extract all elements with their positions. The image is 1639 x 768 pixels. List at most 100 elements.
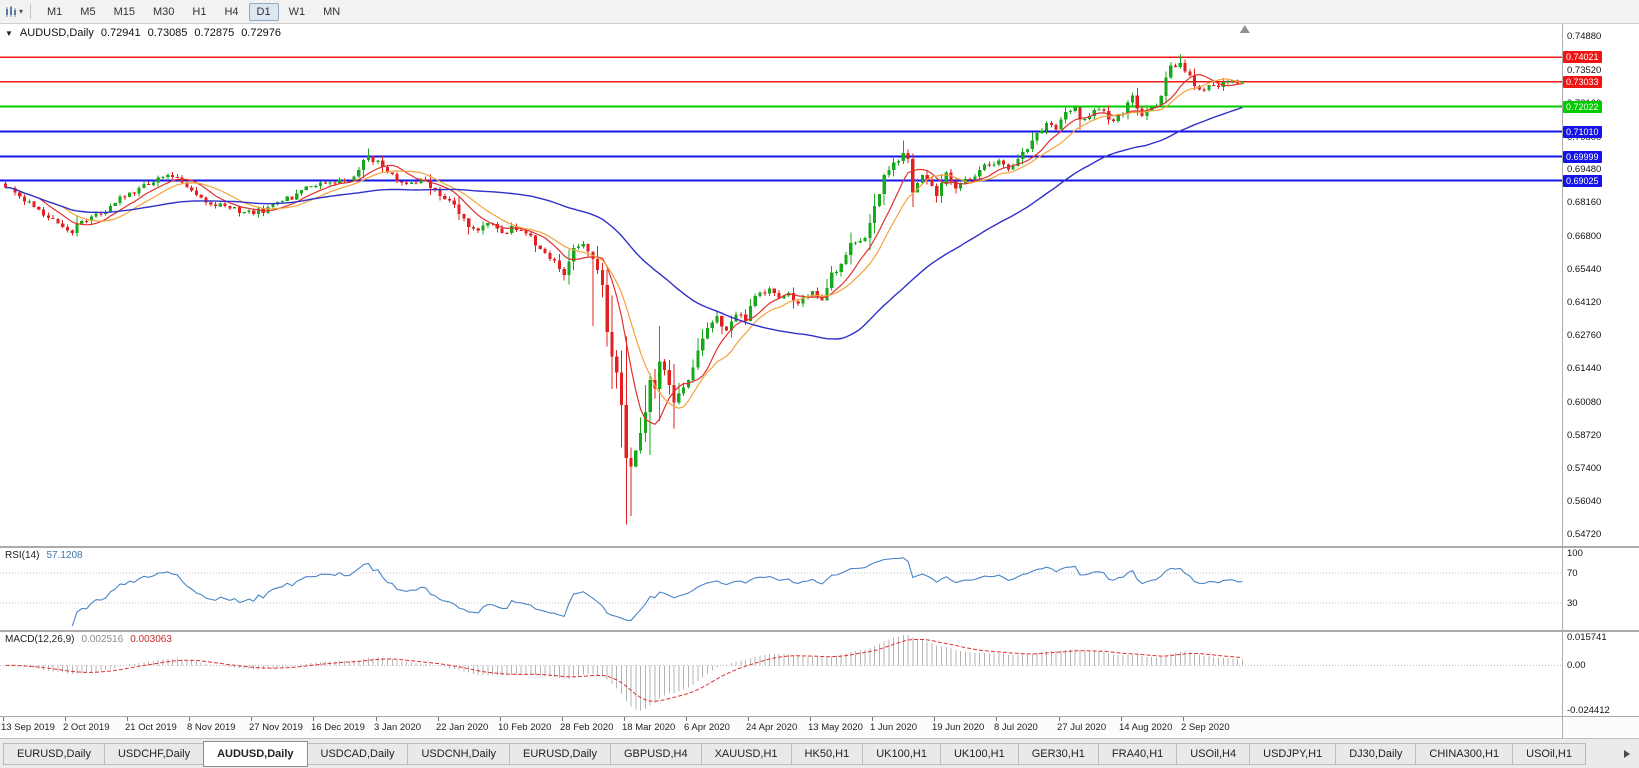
macd-panel: MACD(12,26,9) 0.002516 0.003063 0.015741 0.… [0,632,1639,716]
macd-canvas[interactable]: MACD(12,26,9) 0.002516 0.003063 [0,632,1562,716]
macd-axis[interactable]: 0.015741 0.00 -0.024412 [1562,632,1639,716]
chart-type-icon[interactable] [4,5,18,19]
time-axis-label: 13 Sep 2019 [1,722,55,733]
chart-tab[interactable]: CHINA300,H1 [1415,742,1514,765]
rsi-svg [0,557,1562,627]
time-tick [562,717,563,721]
time-axis-label: 14 Aug 2020 [1119,722,1173,733]
chart-header: ▼ AUDUSD,Daily 0.72941 0.73085 0.72875 0… [5,27,281,39]
time-tick [127,717,128,721]
rsi-title: RSI(14) [5,550,40,561]
chart-tab[interactable]: HK50,H1 [790,742,864,765]
panel-separator[interactable] [0,546,1639,548]
rsi-tick: 70 [1567,567,1578,579]
hline-price-label: 0.69025 [1563,174,1602,187]
timeframe-button-m15[interactable]: M15 [113,5,135,18]
price-tick: 0.68160 [1567,197,1602,208]
tab-scroll-arrow-icon[interactable] [1624,749,1630,758]
timeframe-buttons: M1 M5 M15 M30 H1 H4 D1 W1 MN [38,2,349,21]
time-axis-label: 21 Oct 2019 [125,722,177,733]
timeframe-button-m30[interactable]: M30 [152,5,175,18]
macd-signal-value: 0.003063 [130,634,172,645]
time-tick [686,717,687,721]
chart-close-value: 0.72976 [241,27,281,39]
macd-tick: 0.015741 [1567,632,1607,643]
price-tick: 0.74880 [1567,31,1602,42]
macd-header: MACD(12,26,9) 0.002516 0.003063 [5,634,172,645]
collapse-triangle-icon[interactable]: ▼ [5,28,13,38]
rsi-axis[interactable]: 100 70 30 [1562,548,1639,630]
timeframe-button-m5[interactable]: M5 [80,5,96,18]
price-tick: 0.54720 [1567,529,1602,540]
macd-tick: 0.00 [1567,660,1586,672]
chart-tab[interactable]: USOil,H4 [1176,742,1251,765]
price-tick: 0.69480 [1567,164,1602,176]
chart-tab[interactable]: GBPUSD,H4 [610,742,702,765]
macd-main-value: 0.002516 [81,634,124,645]
main-chart-svg [0,25,1562,525]
timeframe-button-w1[interactable]: W1 [288,5,306,18]
time-axis-label: 24 Apr 2020 [746,722,798,733]
main-chart-canvas[interactable]: ▼ AUDUSD,Daily 0.72941 0.73085 0.72875 0… [0,24,1562,546]
timeframe-button-m1[interactable]: M1 [47,5,63,18]
timeframe-button-mn[interactable]: MN [323,5,341,18]
price-tick: 0.56040 [1567,496,1602,508]
time-axis-label: 3 Jan 2020 [374,722,422,733]
chart-tab[interactable]: USDCAD,Daily [306,742,409,765]
time-tick [1121,717,1122,721]
chart-tab[interactable]: UK100,H1 [862,742,941,765]
time-axis-label: 16 Dec 2019 [311,722,365,733]
dropdown-caret-icon[interactable]: ▾ [19,7,24,16]
chart-open-value: 0.72941 [100,27,141,39]
chart-panels: ▼ AUDUSD,Daily 0.72941 0.73085 0.72875 0… [0,24,1639,716]
chart-tab[interactable]: AUDUSD,Daily [203,740,308,767]
time-axis-label: 19 Jun 2020 [932,722,985,733]
price-tick: 0.58720 [1567,430,1602,442]
candlestick-glyph [6,5,16,17]
chart-tab[interactable]: DJ30,Daily [1335,742,1417,765]
time-tick [500,717,501,721]
chart-tab[interactable]: USDJPY,H1 [1249,742,1337,765]
macd-svg [0,635,1562,711]
price-tick: 0.60080 [1567,396,1602,408]
time-axis-label: 6 Apr 2020 [684,722,730,733]
timeframe-button-h1[interactable]: H1 [192,5,207,18]
chart-tab[interactable]: FRA40,H1 [1097,742,1178,765]
time-axis-label: 2 Sep 2020 [1181,722,1230,733]
timeframe-button-h4[interactable]: H4 [224,5,239,18]
price-tick: 0.73520 [1567,64,1602,76]
time-tick [376,717,377,721]
time-tick [996,717,997,721]
time-axis[interactable]: 13 Sep 2019 2 Oct 2019 21 Oct 2019 8 Nov 20… [0,717,1562,739]
time-axis-label: 2 Oct 2019 [63,722,110,733]
timeframe-button-d1[interactable]: D1 [248,2,279,21]
price-axis[interactable]: 0.748800.735200.721600.708000.694800.681… [1562,24,1639,546]
chart-tab[interactable]: USDCHF,Daily [103,742,205,765]
time-axis-label: 22 Jan 2020 [436,722,489,733]
axis-corner [1562,717,1639,739]
time-tick [3,717,4,721]
chart-tab[interactable]: EURUSD,Daily [509,742,611,765]
time-tick [624,717,625,721]
chart-tab[interactable]: EURUSD,Daily [3,742,105,765]
time-axis-label: 18 Mar 2020 [622,722,676,733]
rsi-value: 57.1208 [46,550,83,561]
chart-tab[interactable]: UK100,H1 [939,742,1019,765]
panel-separator[interactable] [0,630,1639,632]
time-tick [251,717,252,721]
time-tick [810,717,811,721]
time-tick [189,717,190,721]
chart-tab[interactable]: XAUUSD,H1 [700,742,792,765]
time-axis-label: 13 May 2020 [808,722,863,733]
chart-tab[interactable]: GER30,H1 [1017,742,1099,765]
chart-tab[interactable]: USOil,H1 [1512,742,1586,765]
hline-price-label: 0.74021 [1563,51,1602,64]
time-axis-label: 8 Nov 2019 [187,722,236,733]
price-tick: 0.62760 [1567,330,1602,342]
chart-high-value: 0.73085 [147,27,188,39]
chart-tab[interactable]: USDCNH,Daily [407,742,511,765]
price-tick: 0.66800 [1567,230,1602,242]
rsi-canvas[interactable]: RSI(14) 57.1208 [0,548,1562,630]
hline-price-label: 0.71010 [1563,125,1602,138]
macd-tick: -0.024412 [1567,705,1610,716]
